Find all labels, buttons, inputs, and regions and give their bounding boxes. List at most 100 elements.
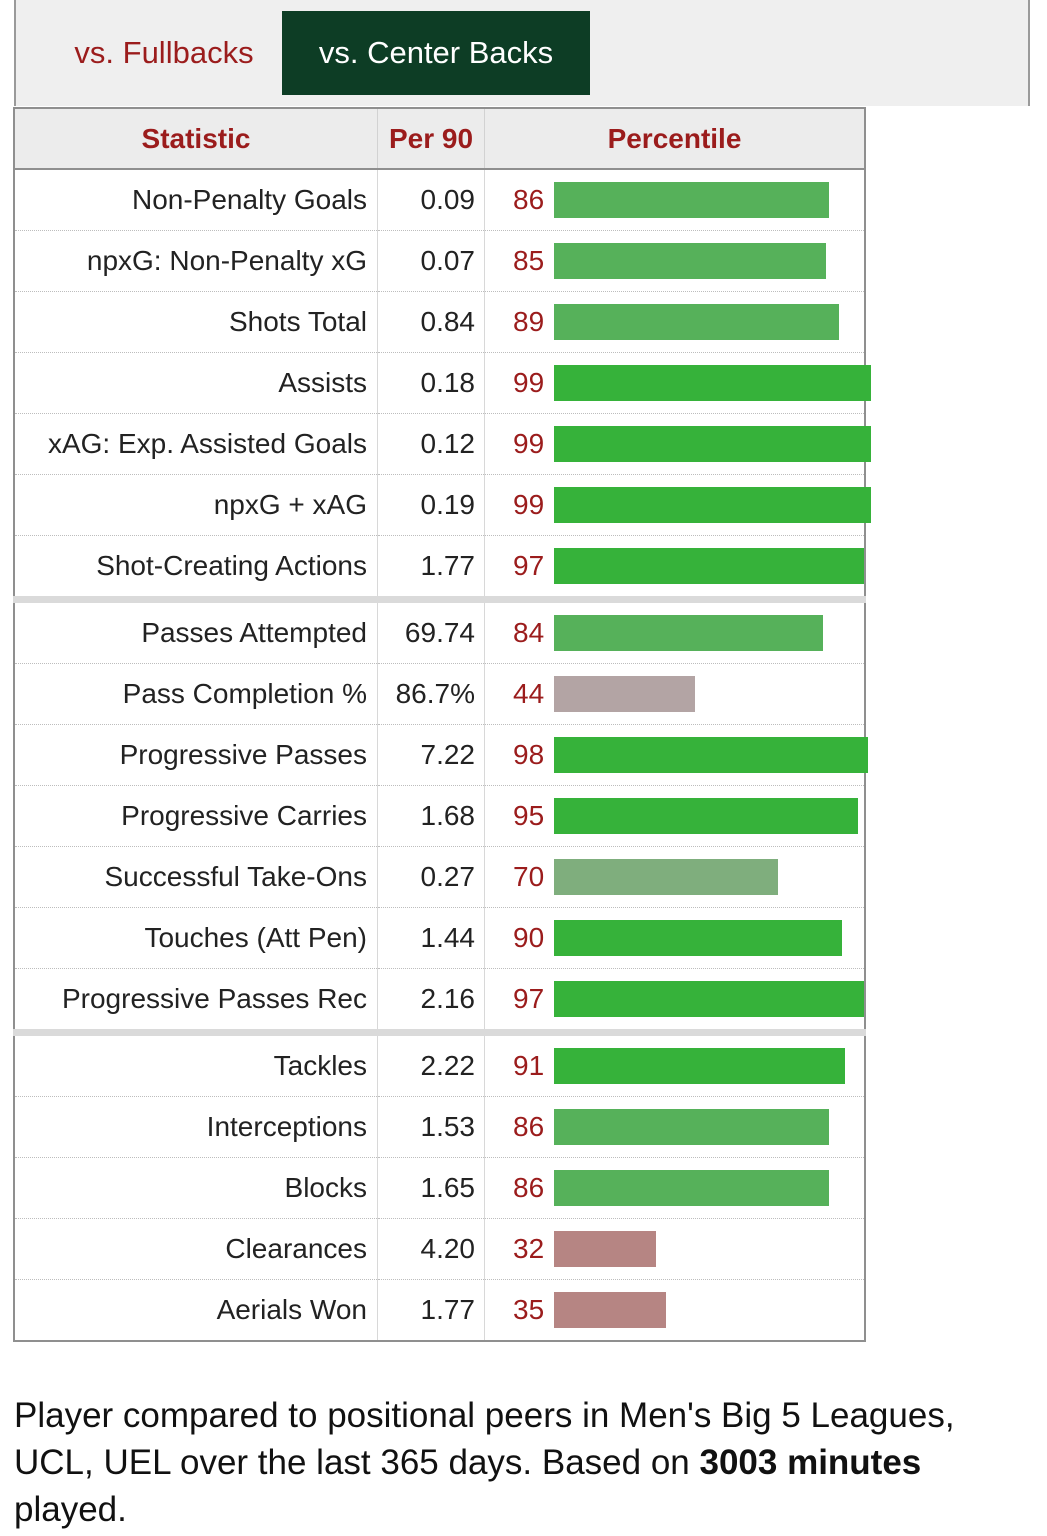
percentile-value: 99 — [513, 367, 545, 398]
percentile-cell: 91 — [484, 1029, 865, 1097]
stat-name: Pass Completion % — [14, 663, 378, 725]
percentile-bar — [554, 1170, 829, 1206]
percentile-cell: 86 — [484, 169, 865, 231]
per90-value: 86.7% — [377, 663, 485, 725]
percentile-cell: 35 — [485, 1280, 866, 1342]
percentile-cell: 86 — [484, 1096, 865, 1158]
table-row: Touches (Att Pen) 1.44 90 — [14, 907, 865, 969]
stat-name: Assists — [14, 352, 378, 414]
percentile-value: 86 — [513, 184, 545, 215]
footnote: Player compared to positional peers in M… — [14, 1392, 1039, 1533]
percentile-bar — [554, 676, 695, 712]
column-header-statistic[interactable]: Statistic — [14, 108, 378, 170]
percentile-stats-table: Statistic Per 90 Percentile Non-Penalty … — [13, 107, 871, 1342]
percentile-value: 97 — [513, 983, 545, 1014]
stat-name: Clearances — [14, 1218, 378, 1280]
per90-value: 0.09 — [377, 169, 485, 231]
table-row: Blocks 1.65 86 — [14, 1157, 865, 1219]
percentile-cell: 85 — [484, 230, 865, 292]
stat-name: Progressive Carries — [14, 785, 378, 847]
per90-value: 0.18 — [377, 352, 485, 414]
percentile-cell: 90 — [484, 907, 865, 969]
tab-vs-center-backs[interactable]: vs. Center Backs — [282, 11, 590, 95]
table-row: Tackles 2.22 91 — [14, 1029, 865, 1097]
percentile-bar — [554, 920, 842, 956]
percentile-value: 90 — [513, 922, 545, 953]
percentile-bar — [554, 548, 864, 584]
percentile-value: 99 — [513, 489, 545, 520]
percentile-bar — [554, 487, 871, 523]
percentile-bar — [554, 365, 871, 401]
table-row: Clearances 4.20 32 — [14, 1218, 865, 1280]
per90-value: 69.74 — [377, 596, 485, 664]
stat-name: Shots Total — [14, 291, 378, 353]
table-row: Progressive Passes Rec 2.16 97 — [14, 968, 865, 1033]
per90-value: 0.12 — [377, 413, 485, 475]
stat-name: Shot-Creating Actions — [14, 535, 378, 600]
percentile-value: 95 — [513, 800, 545, 831]
stat-name: Progressive Passes — [14, 724, 378, 786]
percentile-cell: 84 — [484, 596, 865, 664]
percentile-cell: 89 — [484, 291, 865, 353]
percentile-cell: 95 — [484, 785, 865, 847]
stat-name: Successful Take-Ons — [14, 846, 378, 908]
percentile-cell: 86 — [484, 1157, 865, 1219]
percentile-bar — [554, 737, 868, 773]
table-row: xAG: Exp. Assisted Goals 0.12 99 — [14, 413, 871, 475]
percentile-value: 35 — [513, 1294, 545, 1325]
table-row: npxG + xAG 0.19 99 — [14, 474, 871, 536]
percentile-cell: 32 — [484, 1218, 865, 1280]
table-row: Progressive Carries 1.68 95 — [14, 785, 865, 847]
stat-name: Blocks — [14, 1157, 378, 1219]
percentile-bar — [554, 1109, 829, 1145]
percentile-value: 98 — [513, 739, 545, 770]
per90-value: 7.22 — [377, 724, 485, 786]
table-row: Progressive Passes 7.22 98 — [14, 724, 868, 786]
percentile-value: 89 — [513, 306, 545, 337]
percentile-bar — [554, 798, 858, 834]
per90-value: 1.53 — [377, 1096, 485, 1158]
percentile-bar — [554, 1048, 845, 1084]
percentile-value: 32 — [513, 1233, 545, 1264]
percentile-value: 99 — [513, 428, 545, 459]
percentile-value: 70 — [513, 861, 545, 892]
percentile-cell: 99 — [484, 413, 871, 475]
per90-value: 0.27 — [377, 846, 485, 908]
stat-name: Touches (Att Pen) — [14, 907, 378, 969]
per90-value: 1.77 — [377, 1279, 485, 1341]
table-row: Shot-Creating Actions 1.77 97 — [14, 535, 865, 600]
table-row: Interceptions 1.53 86 — [14, 1096, 865, 1158]
percentile-bar — [554, 615, 823, 651]
stat-name: Interceptions — [14, 1096, 378, 1158]
percentile-bar — [554, 426, 871, 462]
percentile-value: 44 — [513, 678, 545, 709]
stat-name: npxG + xAG — [14, 474, 378, 536]
per90-value: 1.65 — [377, 1157, 485, 1219]
table-row: npxG: Non-Penalty xG 0.07 85 — [14, 230, 865, 292]
percentile-value: 97 — [513, 550, 545, 581]
percentile-cell: 99 — [484, 352, 871, 414]
percentile-cell: 70 — [484, 846, 865, 908]
percentile-bar — [554, 981, 864, 1017]
column-header-percentile[interactable]: Percentile — [484, 108, 865, 170]
table-body: Non-Penalty Goals 0.09 86 npxG: Non-Penalty… — [14, 169, 871, 1342]
stat-name: xAG: Exp. Assisted Goals — [14, 413, 378, 475]
stat-name: npxG: Non-Penalty xG — [14, 230, 378, 292]
stat-name: Tackles — [14, 1029, 378, 1097]
tab-vs-fullbacks[interactable]: vs. Fullbacks — [74, 35, 254, 70]
per90-value: 0.07 — [377, 230, 485, 292]
table-row: Non-Penalty Goals 0.09 86 — [14, 169, 865, 231]
percentile-value: 91 — [513, 1050, 545, 1081]
percentile-bar — [554, 859, 778, 895]
column-header-per90[interactable]: Per 90 — [377, 108, 485, 170]
footnote-prefix: Player compared to positional peers in M… — [14, 1396, 955, 1482]
percentile-cell: 99 — [484, 474, 871, 536]
stat-name: Progressive Passes Rec — [14, 968, 378, 1033]
per90-value: 2.16 — [377, 968, 485, 1033]
percentile-bar — [554, 1292, 666, 1328]
per90-value: 1.68 — [377, 785, 485, 847]
per90-value: 1.77 — [377, 535, 485, 600]
table-row: Passes Attempted 69.74 84 — [14, 596, 865, 664]
percentile-cell: 97 — [484, 968, 865, 1033]
percentile-cell: 98 — [484, 724, 868, 786]
